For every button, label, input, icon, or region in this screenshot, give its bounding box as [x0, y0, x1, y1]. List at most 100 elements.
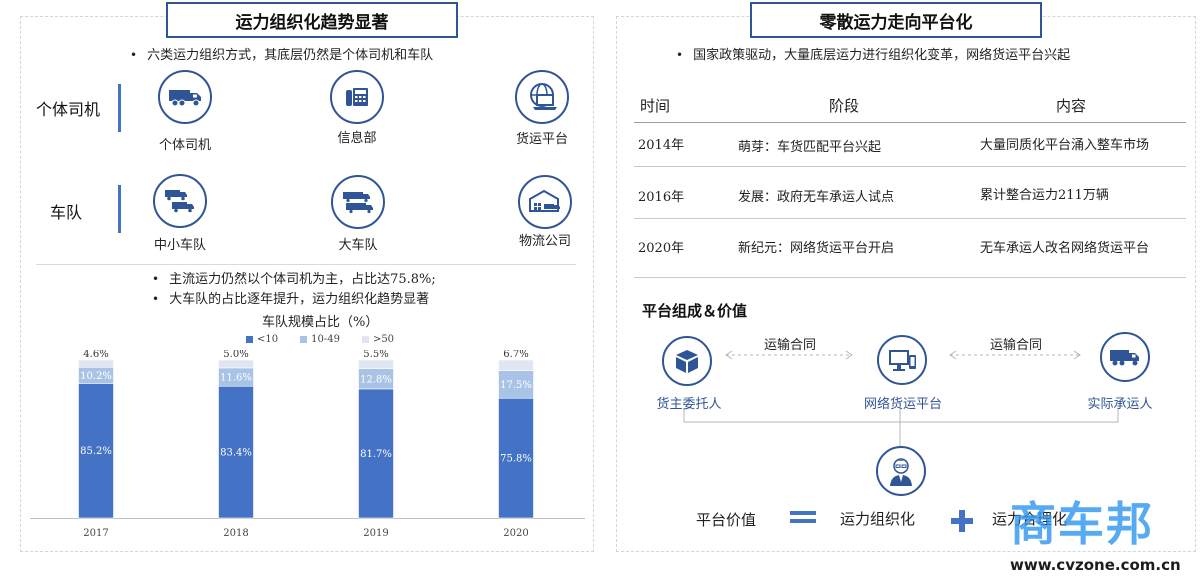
bar-segment: [78, 383, 114, 519]
data-label: 17.5%: [500, 380, 532, 391]
data-label: 75.8%: [500, 454, 532, 465]
table-cell: 大量同质化平台涌入整车市场: [980, 138, 1150, 153]
icon-label-freight-platform: 货运平台: [515, 132, 568, 147]
data-label: 5.0%: [223, 350, 248, 360]
legend-swatch: [246, 336, 253, 343]
data-label: 6.7%: [503, 350, 528, 360]
chart-bullet-2-text: 大车队的占比逐年提升，运力组织化趋势显著: [169, 292, 430, 307]
left-divider: [36, 264, 576, 265]
phone-icon: [330, 70, 384, 124]
chart-bullet-2: • 大车队的占比逐年提升，运力组织化趋势显著: [152, 292, 430, 307]
monitor-icon: [877, 335, 927, 385]
table-cell: 2016年: [638, 190, 685, 205]
data-label: 10.2%: [80, 371, 112, 382]
trucks-icon: [153, 174, 207, 228]
table-cell: 萌芽：车货匹配平台兴起: [738, 140, 882, 155]
platform-flow-lines: [683, 350, 1119, 446]
bracket-line: [683, 408, 1119, 423]
icon-label-logistics-company: 物流公司: [518, 234, 571, 249]
legend-item-gt50: >50: [361, 334, 395, 345]
arrowhead: [845, 350, 853, 360]
node-label-shipper: 货主委托人: [656, 397, 722, 412]
x-tick-label: 2020: [503, 528, 528, 539]
legend-label: >50: [372, 334, 395, 345]
data-label: 12.8%: [360, 374, 392, 385]
watermark-url: www.cvzone.com.cn: [1010, 556, 1181, 574]
chart-title: 车队规模占比（%）: [262, 315, 379, 330]
value-item-organization: 运力组织化: [840, 510, 916, 528]
chart-legend: <10 10-49 >50: [246, 334, 394, 345]
left-top-bullet-text: 六类运力组织方式，其底层仍然是个体司机和车队: [147, 48, 434, 63]
bar-segment: [358, 388, 394, 519]
bar-segment: [218, 359, 254, 369]
node-label-platform: 网络货运平台: [863, 397, 942, 412]
arrowhead: [949, 350, 957, 360]
arrowhead: [1073, 350, 1081, 360]
table-cell: 累计整合运力211万辆: [980, 188, 1109, 203]
table-cell: 无车承运人改名网络货运平台: [980, 241, 1150, 256]
legend-item-lt10: <10: [246, 334, 278, 345]
x-tick-label: 2018: [223, 528, 248, 539]
bar-segment: [498, 370, 534, 399]
chart-bullet-1: • 主流运力仍然以个体司机为主，占比达75.8%;: [152, 272, 436, 287]
row-accent-bar: [118, 185, 121, 233]
legend-item-10-49: 10-49: [300, 334, 340, 345]
left-top-bullet: • 六类运力组织方式，其底层仍然是个体司机和车队: [130, 48, 434, 63]
data-label: 83.4%: [220, 448, 252, 459]
arrowhead: [725, 350, 733, 360]
fleet-icon: [331, 175, 385, 229]
legend-label: 10-49: [311, 334, 340, 345]
icon-label-small-fleet: 中小车队: [153, 238, 206, 253]
table-cell: 2020年: [638, 241, 685, 256]
row-label-fleet: 车队: [50, 203, 83, 222]
equals-icon: [790, 511, 816, 515]
icon-label-individual-driver: 个体司机: [158, 138, 211, 153]
contract-label-right: 运输合同: [990, 338, 1043, 353]
table-cell: 新纪元：网络货运平台开启: [738, 241, 895, 256]
node-label-carrier: 实际承运人: [1087, 397, 1153, 412]
warehouse-icon: [518, 175, 572, 229]
x-tick-label: 2019: [363, 528, 388, 539]
table-header-stage: 阶段: [829, 97, 860, 115]
bar-segment: [358, 359, 394, 369]
contract-label-left: 运输合同: [764, 338, 817, 353]
row-label-individual: 个体司机: [36, 100, 101, 119]
chart-bullet-1-text: 主流运力仍然以个体司机为主，占比达75.8%;: [169, 272, 436, 287]
table-cell: 发展：政府无车承运人试点: [738, 190, 895, 205]
bar-segment: [498, 359, 534, 371]
row-accent-bar: [118, 84, 121, 132]
icon-label-info-dept: 信息部: [337, 131, 377, 146]
legend-label: <10: [257, 334, 279, 345]
table-cell: 2014年: [638, 138, 685, 153]
table-row-rule: [634, 166, 1186, 167]
x-tick-label: 2017: [83, 528, 108, 539]
platform-value-label: 平台价值: [696, 511, 757, 529]
table-header-rule: [634, 122, 1186, 123]
data-label: 4.6%: [83, 350, 108, 360]
truck-icon: [158, 70, 212, 124]
legend-swatch: [300, 336, 308, 343]
platform-section-title: 平台组成＆价值: [642, 302, 748, 320]
legend-swatch: [361, 336, 369, 343]
bar-segment: [78, 359, 114, 368]
table-row-rule: [634, 277, 1186, 278]
truck-icon: [1100, 332, 1150, 382]
box-icon: [662, 336, 712, 386]
table-header-time: 时间: [640, 97, 671, 115]
stacked-bar-chart: 85.2% 10.2% 4.6% 2017 83.4% 11.6% 5.0% 2018 81.7…: [30, 350, 585, 539]
globe-laptop-icon: [515, 70, 569, 124]
person-icon: [876, 446, 926, 496]
table-header-content: 内容: [1056, 97, 1087, 115]
right-title: 零散运力走向平台化: [750, 2, 1042, 38]
data-label: 85.2%: [80, 446, 112, 457]
right-top-bullet-text: 国家政策驱动，大量底层运力进行组织化变革，网络货运平台兴起: [693, 48, 1071, 63]
bar-segment: [218, 385, 254, 519]
plus-icon: [951, 510, 973, 532]
bar-segment: [498, 397, 534, 519]
value-item-rationalization: 运力合理化: [992, 510, 1068, 528]
left-title: 运力组织化趋势显著: [166, 2, 458, 38]
data-label: 5.5%: [363, 350, 388, 360]
icon-label-large-fleet: 大车队: [338, 238, 378, 253]
table-row-rule: [634, 218, 1186, 219]
watermark-logo: 商车邦: [1010, 497, 1154, 551]
